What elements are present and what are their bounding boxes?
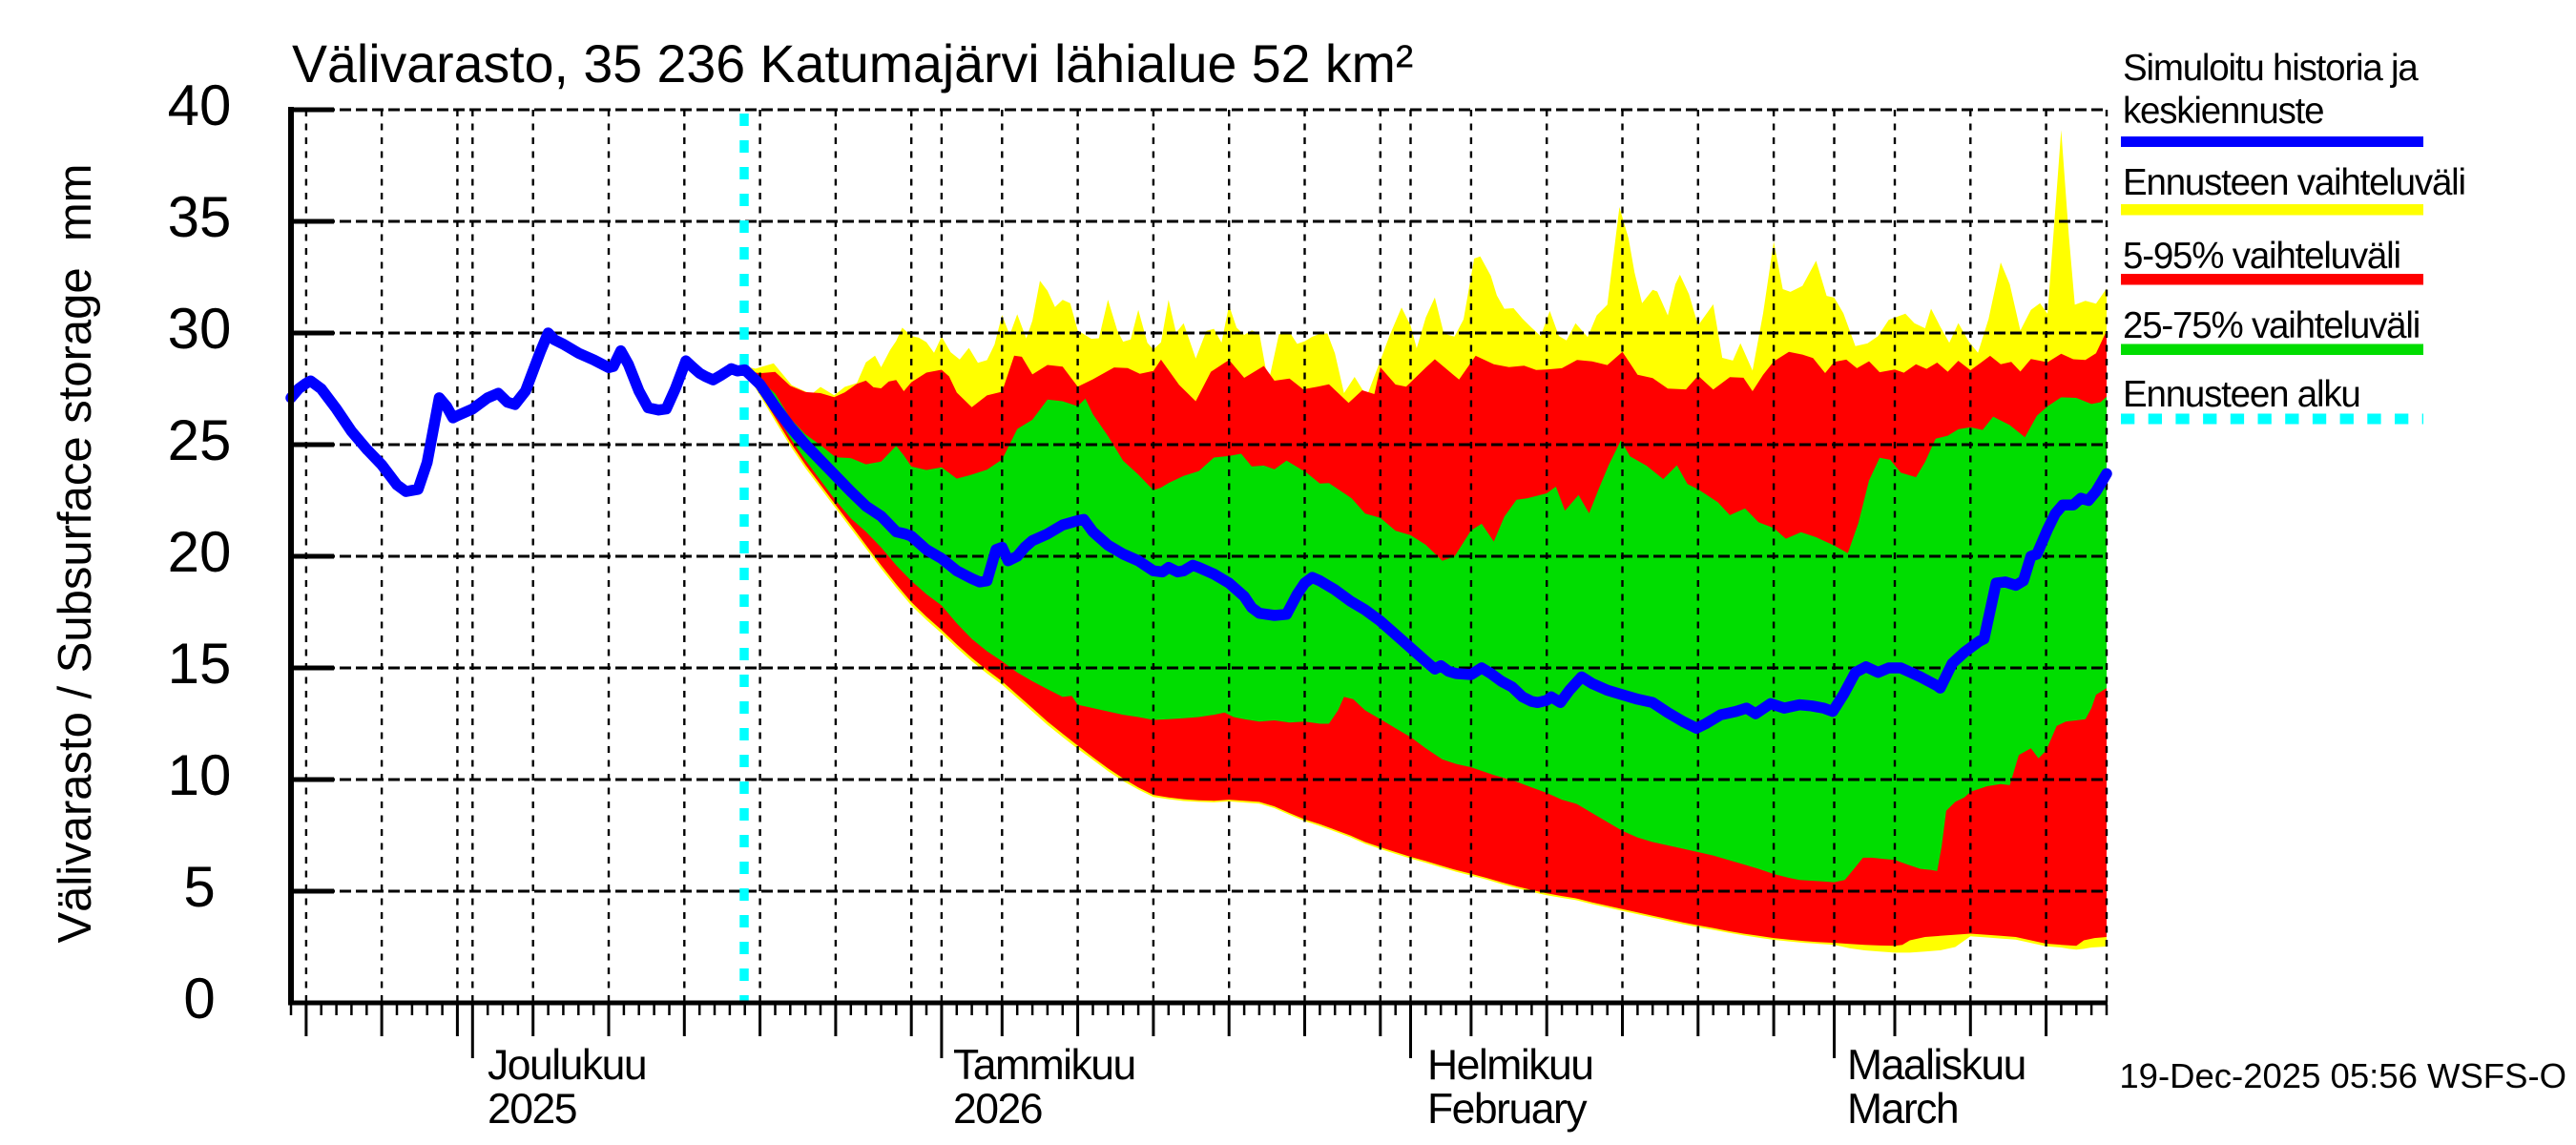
svg-text:Välivarasto, 35 236 Katumajärv: Välivarasto, 35 236 Katumajärvi lähialue… [292, 34, 1413, 94]
svg-text:30: 30 [168, 297, 232, 361]
svg-text:40: 40 [168, 73, 232, 137]
svg-text:10: 10 [168, 743, 232, 807]
svg-text:Maaliskuu: Maaliskuu [1847, 1042, 2025, 1089]
svg-text:Ennusteen vaihteluväli: Ennusteen vaihteluväli [2123, 162, 2465, 203]
svg-text:2026: 2026 [953, 1086, 1042, 1133]
svg-text:25-75% vaihteluväli: 25-75% vaihteluväli [2123, 305, 2420, 346]
svg-text:Simuloitu historia ja: Simuloitu historia ja [2123, 48, 2419, 89]
svg-text:5: 5 [183, 855, 215, 919]
svg-text:25: 25 [168, 408, 232, 472]
svg-text:Helmikuu: Helmikuu [1427, 1042, 1592, 1089]
svg-text:19-Dec-2025 05:56 WSFS-O: 19-Dec-2025 05:56 WSFS-O [2119, 1056, 2566, 1095]
svg-text:February: February [1427, 1086, 1588, 1133]
svg-text:Joulukuu: Joulukuu [488, 1042, 646, 1089]
svg-text:5-95% vaihteluväli: 5-95% vaihteluväli [2123, 236, 2400, 277]
svg-text:2025: 2025 [488, 1086, 576, 1133]
svg-text:20: 20 [168, 520, 232, 584]
svg-text:March: March [1847, 1086, 1958, 1133]
svg-text:Tammikuu: Tammikuu [953, 1042, 1135, 1089]
svg-text:Välivarasto / Subsurface stora: Välivarasto / Subsurface storage mm [50, 163, 101, 943]
svg-text:Ennusteen alku: Ennusteen alku [2123, 374, 2360, 415]
svg-text:15: 15 [168, 632, 232, 696]
svg-text:0: 0 [183, 967, 215, 1030]
svg-text:35: 35 [168, 185, 232, 249]
svg-text:keskiennuste: keskiennuste [2123, 91, 2323, 132]
